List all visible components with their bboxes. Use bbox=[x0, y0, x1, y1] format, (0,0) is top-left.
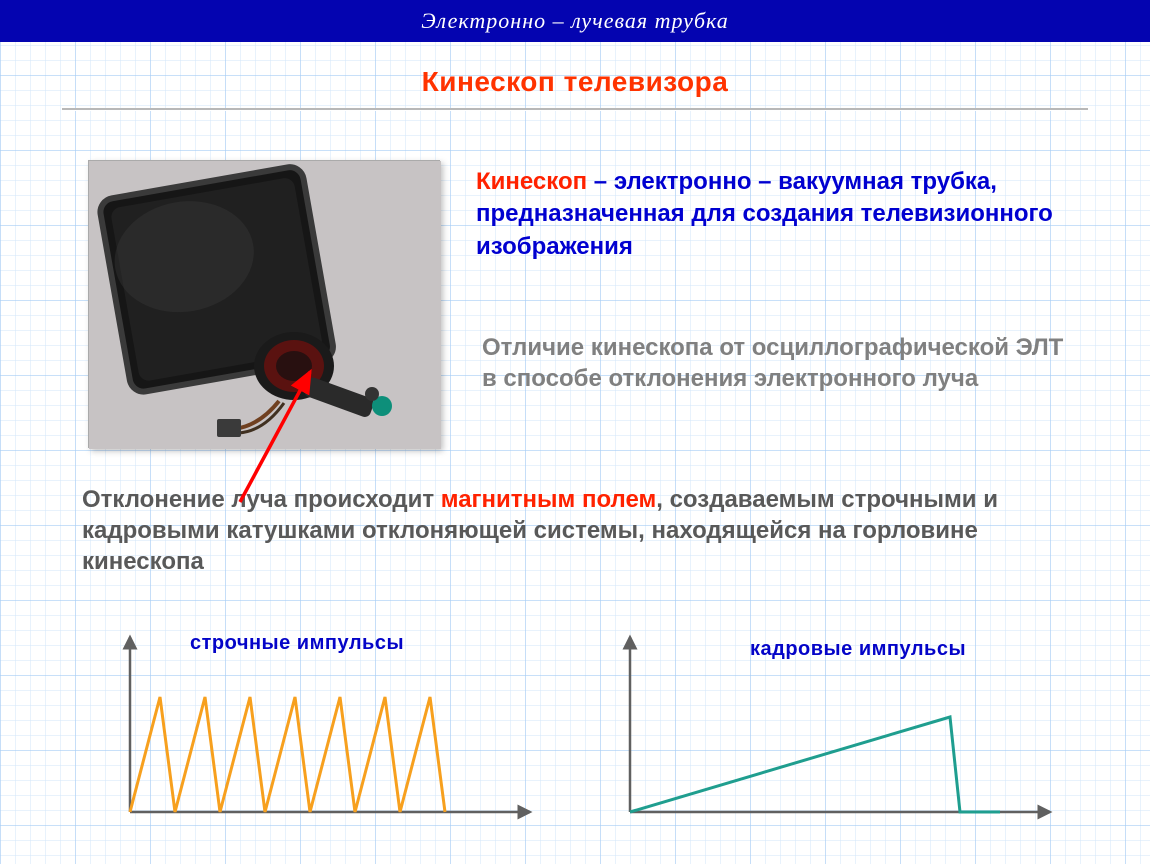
page-title: Кинескоп телевизора bbox=[0, 66, 1150, 98]
chart2-label: кадровые импульсы bbox=[750, 638, 966, 661]
chart2 bbox=[630, 637, 1050, 812]
divider bbox=[62, 108, 1088, 111]
chart1 bbox=[130, 637, 530, 812]
content-area: Кинескоп телевизора bbox=[0, 42, 1150, 864]
body-highlight: магнитным полем bbox=[441, 486, 656, 513]
pointer-arrow-icon bbox=[230, 352, 370, 512]
header-title: Электронно – лучевая трубка bbox=[421, 8, 729, 34]
difference-text: Отличие кинескопа от осциллографической … bbox=[482, 332, 1067, 394]
header-bar: Электронно – лучевая трубка bbox=[0, 0, 1150, 42]
chart1-label: строчные импульсы bbox=[190, 632, 404, 655]
charts-area: строчные импульсы кадровые импульсы bbox=[70, 602, 1080, 862]
definition-block: Кинескоп – электронно – вакуумная трубка… bbox=[476, 166, 1066, 263]
definition-term: Кинескоп bbox=[476, 168, 587, 195]
